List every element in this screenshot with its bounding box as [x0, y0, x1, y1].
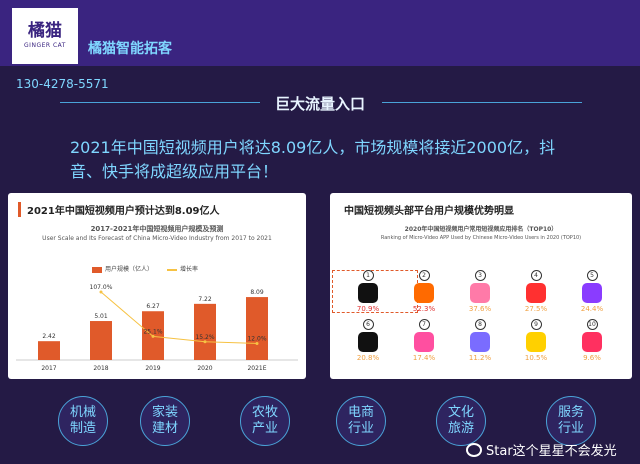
chart-subtitle: User Scale and Its Forecast of China Mic… — [42, 235, 272, 242]
app-icon — [470, 283, 490, 303]
app-rank: 9 — [530, 319, 542, 330]
title-rule-left — [60, 102, 260, 103]
bar-value-label: 5.01 — [94, 313, 108, 320]
growth-label: 12.0% — [247, 336, 266, 343]
bar-value-label: 7.22 — [198, 296, 212, 303]
industry-circle: 农牧 产业 — [240, 396, 290, 446]
app-icon — [358, 283, 378, 303]
app-percentage: 11.2% — [468, 354, 492, 362]
app-percentage: 24.4% — [580, 305, 604, 313]
app-icon — [582, 332, 602, 352]
legend-bar: 用户规模（亿人） — [92, 264, 153, 273]
industry-circle: 服务 行业 — [546, 396, 596, 446]
x-tick-label: 2019 — [145, 365, 160, 372]
app-percentage: 27.5% — [524, 305, 548, 313]
header-bar — [0, 0, 640, 66]
app-item: 6 20.8% — [350, 319, 386, 362]
chart-title: 2020年中国短视频用户常用短视频应用排名（TOP10） — [404, 226, 558, 233]
app-item: 8 11.2% — [462, 319, 498, 362]
app-item: 1 70.9% — [350, 270, 386, 313]
app-rank: 1 — [362, 270, 374, 281]
app-icon — [470, 332, 490, 352]
app-rank: 8 — [474, 319, 486, 330]
bar — [90, 321, 112, 360]
app-item: 5 24.4% — [574, 270, 610, 313]
app-icon — [526, 332, 546, 352]
legend-line: 增长率 — [167, 264, 198, 273]
x-tick-label: 2017 — [41, 365, 56, 372]
phone-number: 130-4278-5571 — [16, 77, 109, 91]
x-tick-label: 2021E — [247, 365, 266, 372]
x-tick-label: 2018 — [93, 365, 108, 372]
growth-point — [255, 342, 259, 345]
app-icon — [526, 283, 546, 303]
industry-circle: 文化 旅游 — [436, 396, 486, 446]
app-rank: 10 — [586, 319, 598, 330]
app-rank: 4 — [530, 270, 542, 281]
industry-circle: 电商 行业 — [336, 396, 386, 446]
brand-name: 橘猫智能拓客 — [88, 41, 172, 57]
chart-legend: 用户规模（亿人） 增长率 — [92, 264, 198, 273]
bar-value-label: 8.09 — [250, 289, 264, 296]
user-scale-chart: 2.42 2017 5.01 2018 6.27 2019 7.22 2020 8.09 2021… — [16, 284, 298, 372]
app-rank: 7 — [418, 319, 430, 330]
app-item: 10 9.6% — [574, 319, 610, 362]
title-rule-right — [382, 102, 582, 103]
app-rank: 3 — [474, 270, 486, 281]
industry-list: 机械 制造 家装 建材 农牧 产业 电商 行业 文化 旅游 服务 行业 — [0, 396, 640, 464]
growth-label: 15.2% — [195, 334, 214, 341]
app-percentage: 10.5% — [524, 354, 548, 362]
app-percentage: 52.3% — [412, 305, 436, 313]
app-percentage: 17.4% — [412, 354, 436, 362]
industry-circle: 家装 建材 — [140, 396, 190, 446]
app-item: 7 17.4% — [406, 319, 442, 362]
chart-subtitle: Ranking of Micro-Video APP Used by Chine… — [380, 235, 582, 241]
growth-label: 107.0% — [90, 284, 113, 291]
app-icon — [582, 283, 602, 303]
section-title: 巨大流量入口 — [274, 95, 365, 113]
app-item: 9 10.5% — [518, 319, 554, 362]
card-title: 中国短视频头部平台用户规模优势明显 — [344, 206, 514, 217]
growth-point — [99, 290, 103, 294]
logo-subtitle: GINGER CAT — [24, 42, 66, 49]
app-percentage: 9.6% — [583, 354, 601, 362]
chart-title: 2017-2021年中国短视频用户规模及预测 — [90, 225, 224, 233]
app-item: 4 27.5% — [518, 270, 554, 313]
app-rank: 5 — [586, 270, 598, 281]
bar-value-label: 2.42 — [42, 333, 56, 340]
growth-label: 25.1% — [143, 328, 162, 335]
app-percentage: 20.8% — [356, 354, 380, 362]
growth-point — [151, 334, 155, 338]
headline: 2021年中国短视频用户将达8.09亿人，市场规模将接近2000亿，抖音、快手将… — [70, 138, 556, 181]
brand-logo: 橘猫 GINGER CAT — [12, 8, 78, 64]
industry-circle: 机械 制造 — [58, 396, 108, 446]
watermark: Star这个星星不会发光 — [466, 440, 617, 459]
x-tick-label: 2020 — [197, 365, 212, 372]
app-rank: 2 — [418, 270, 430, 281]
app-percentage: 70.9% — [356, 305, 380, 313]
growth-point — [203, 340, 207, 344]
growth-line — [100, 291, 258, 344]
app-icon — [414, 283, 434, 303]
app-rank: 6 — [362, 319, 374, 330]
app-icon — [414, 332, 434, 352]
card-title: 2021年中国短视频用户预计达到8.09亿人 — [18, 202, 220, 217]
app-ranking-grid: 1 70.9% 2 52.3% 3 37.6% 4 27.5% 5 24.4% 6 20.8% 7 17… — [340, 270, 620, 362]
app-row: 6 20.8% 7 17.4% 8 11.2% 9 10.5% 10 9.6% — [340, 319, 620, 362]
app-percentage: 37.6% — [468, 305, 492, 313]
bar — [194, 303, 216, 360]
app-row: 1 70.9% 2 52.3% 3 37.6% 4 27.5% 5 24.4% — [340, 270, 620, 313]
app-icon — [358, 332, 378, 352]
app-item: 2 52.3% — [406, 270, 442, 313]
bar — [246, 297, 268, 360]
watermark-text: Star这个星星不会发光 — [486, 444, 617, 459]
logo-mark: 橘猫 — [28, 21, 62, 41]
bar-value-label: 6.27 — [146, 303, 160, 310]
bar — [38, 341, 60, 360]
weibo-icon — [466, 442, 482, 457]
app-item: 3 37.6% — [462, 270, 498, 313]
